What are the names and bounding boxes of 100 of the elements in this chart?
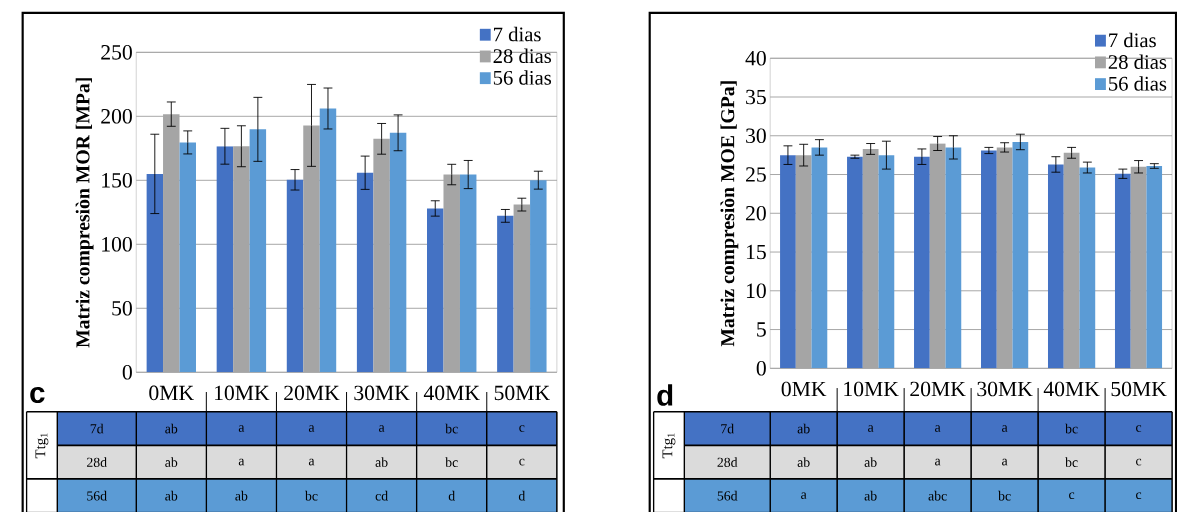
x-tick-label: 0MK [781,381,827,397]
bar [286,179,304,373]
text: bc [445,423,458,434]
bar [878,154,895,369]
bar [373,138,390,373]
y-tick-label: 250 [101,44,132,60]
text: 7d [721,423,734,434]
text: a [1002,458,1008,466]
x-tick-label: 20MK [284,385,340,400]
y-tick-label: 10 [746,283,766,298]
bar [513,204,531,373]
text: c [1069,492,1075,499]
y-tick-label: 5 [757,322,766,337]
x-tick-label: 0MK [149,385,194,400]
text: a [238,458,245,466]
text: a [868,425,874,432]
bar [929,143,946,369]
bar [811,147,828,369]
bar [1047,164,1064,369]
text: bc [305,490,318,501]
text: a [935,458,941,466]
text: d [657,383,673,406]
text: bc [998,490,1011,501]
text: 7d [90,423,104,434]
bar [530,179,547,373]
x-tick-label: 30MK [354,385,410,400]
text: ab [797,457,810,467]
text: ab [864,490,877,501]
legend-label: 7 dias [1109,32,1156,48]
text: bc [1065,457,1078,467]
text: a [308,458,315,466]
y-tick-label: 150 [102,172,132,188]
bar [427,208,444,373]
legend-label: 7 dias [494,26,541,42]
text: 28d [86,457,107,467]
x-tick-label: 40MK [1043,381,1100,397]
bar [179,142,196,373]
y-tick-label: 15 [746,244,766,260]
bar [249,129,267,373]
bar [146,173,164,373]
text: ab [797,423,810,434]
y-tick-label: 35 [746,89,766,105]
x-tick-label: 40MK [423,385,480,400]
legend-label: 28 dias [493,48,552,63]
bar [795,154,812,369]
x-tick-label: 50MK [494,385,550,400]
y-tick-label: 50 [112,300,132,316]
legend-label: 56 dias [1109,75,1167,91]
x-tick-label: 10MK [844,381,899,397]
bar [1130,166,1147,369]
legend-label: 56 dias [493,70,552,85]
bar [233,146,250,373]
x-tick-label: 20MK [910,381,966,397]
bar [1146,165,1163,369]
bar [996,147,1013,369]
y-tick-label: 100 [102,236,132,252]
x-tick-label: 50MK [1111,381,1167,397]
text: c [1136,425,1142,432]
legend-label: 28 dias [1108,54,1167,69]
bar [1063,152,1080,369]
text: a [379,425,385,432]
text: a [1002,425,1008,432]
bar [780,154,796,369]
text: cd [375,490,388,501]
bar [216,146,234,373]
text: a [238,425,245,432]
bar [497,215,514,373]
text: c [519,458,525,466]
text: a [935,425,941,432]
y-tick-label: 0 [756,360,766,376]
x-tick-label: 10MK [215,385,270,400]
y-tick-label: 20 [746,205,766,221]
text: ab [235,490,248,501]
bar [862,148,879,369]
y-axis-title: Matriz compresiòn MOE [GPa] [720,81,739,347]
text: Ttg$_{1}$ [35,433,49,458]
bar [981,150,997,369]
text: ab [165,457,178,467]
y-tick-label: 30 [746,128,766,143]
text: 56d [87,490,107,501]
bar [847,156,863,369]
y-tick-label: 200 [101,108,132,124]
text: c [1136,492,1142,499]
y-tick-label: 0 [122,364,132,380]
text: d [448,490,455,501]
text: abc [928,490,947,501]
text: Ttg$_{1}$ [662,433,676,458]
bar [1012,141,1029,369]
y-tick-label: 25 [746,167,766,182]
text: c [519,425,525,432]
text: d [518,490,526,501]
bar [1079,167,1096,369]
y-axis-title: Matriz compresiòn MOR [MPa] [75,77,94,348]
y-tick-label: 40 [745,50,766,66]
text: c [1136,458,1142,466]
text: a [308,425,315,432]
text: ab [165,423,178,434]
text: bc [445,457,458,467]
text: 56d [717,490,738,501]
text: ab [165,490,178,501]
